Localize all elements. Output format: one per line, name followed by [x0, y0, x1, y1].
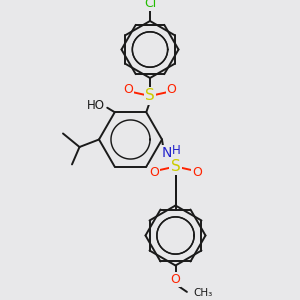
Text: CH₃: CH₃ [193, 287, 212, 298]
Text: S: S [171, 159, 180, 174]
Text: HO: HO [87, 99, 105, 112]
Text: O: O [124, 83, 133, 97]
Text: O: O [171, 273, 180, 286]
Text: H: H [172, 144, 181, 157]
Text: O: O [192, 166, 202, 179]
Text: N: N [161, 146, 172, 160]
Text: Cl: Cl [144, 0, 156, 11]
Text: O: O [149, 166, 159, 179]
Text: O: O [167, 83, 176, 97]
Text: S: S [145, 88, 155, 104]
